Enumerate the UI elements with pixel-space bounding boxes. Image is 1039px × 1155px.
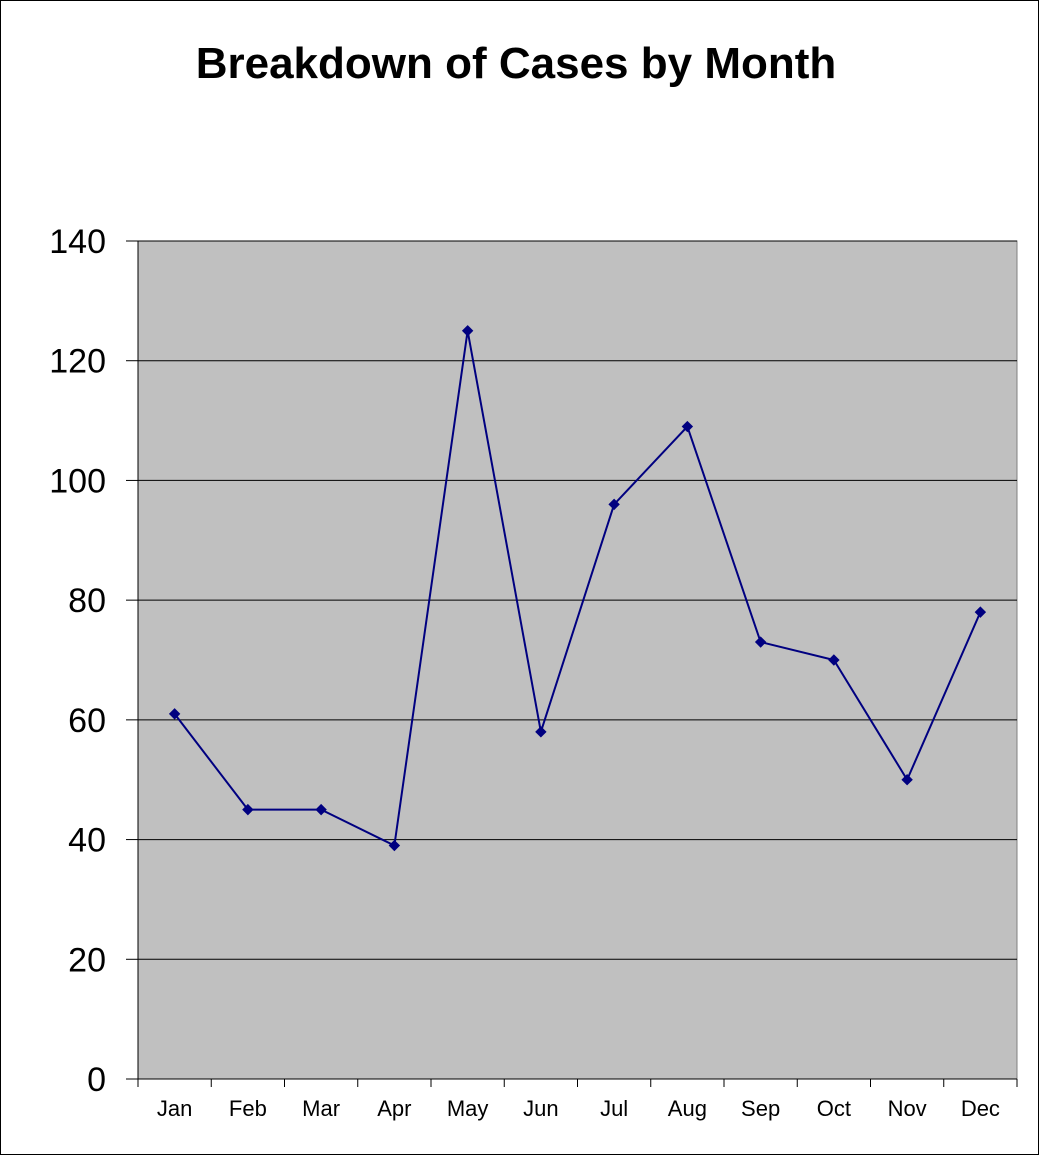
y-tick-label: 20 <box>68 941 106 979</box>
x-tick-label: May <box>447 1096 489 1121</box>
x-tick-label: Feb <box>229 1096 267 1121</box>
gridlines <box>138 240 1017 960</box>
series-line <box>173 330 982 848</box>
data-point-feb <box>242 803 254 816</box>
data-point-dec <box>974 606 987 618</box>
data-point-oct <box>828 654 840 666</box>
data-point-apr <box>388 839 401 852</box>
data-point-mar <box>315 803 327 816</box>
y-tick-labels: 0 20 40 60 80 100 120 140 <box>49 223 106 1099</box>
x-tick-label: Sep <box>741 1096 780 1121</box>
data-point-jan <box>168 708 181 720</box>
data-point-sep <box>754 636 767 648</box>
x-tick-label: Dec <box>961 1096 1000 1121</box>
y-tick-label: 140 <box>49 223 106 261</box>
x-tick-label: Apr <box>377 1096 411 1121</box>
data-point-nov <box>901 774 913 786</box>
data-point-jun <box>535 726 547 738</box>
y-tick-label: 100 <box>49 462 106 500</box>
x-tick-labels: Jan Feb Mar Apr May Jun Jul Aug Sep Oct Nov Dec <box>157 1096 1000 1121</box>
x-tick-label: Oct <box>817 1096 851 1121</box>
x-tick-label: Nov <box>888 1096 927 1121</box>
y-tick-label: 0 <box>87 1061 106 1099</box>
y-tick-label: 80 <box>68 582 106 620</box>
x-tick-label: Jun <box>523 1096 558 1121</box>
data-point-aug <box>681 420 694 433</box>
x-tick-label: Aug <box>668 1096 707 1121</box>
plot-area <box>137 240 1018 1080</box>
x-tick-label: Jan <box>157 1096 192 1121</box>
data-point-may <box>461 325 474 337</box>
x-tick-label: Jul <box>600 1096 628 1121</box>
series-layer <box>168 325 987 852</box>
chart-title: Breakdown of Cases by Month <box>195 39 837 88</box>
x-tick-label: Mar <box>302 1096 340 1121</box>
y-tick-label: 120 <box>49 343 106 381</box>
y-tick-label: 60 <box>68 702 106 740</box>
data-point-jul <box>608 498 620 511</box>
y-tick-label: 40 <box>68 822 106 860</box>
axes <box>126 240 1018 1087</box>
